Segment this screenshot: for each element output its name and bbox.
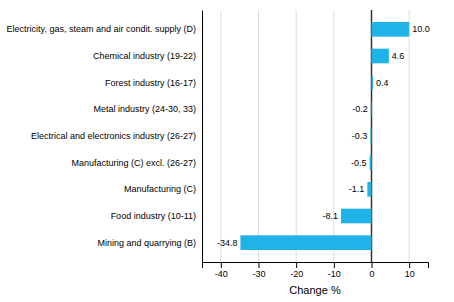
data-labels: -34.8 -8.1 -1.1 -0.5 -0.3 -0.2 0.4 4.6 10.0 xyxy=(217,24,430,247)
x-tick-mark xyxy=(409,262,410,268)
category-label: Manufacturing (C) xyxy=(124,184,196,194)
category-label: Mining and quarrying (B) xyxy=(97,238,196,248)
category-label: Metal industry (24-30, 33) xyxy=(93,104,196,114)
grid-line xyxy=(409,10,410,262)
category-label: Forest industry (16-17) xyxy=(105,78,196,88)
bar xyxy=(370,155,372,170)
x-tick-mark xyxy=(296,262,297,268)
category-label: Manufacturing (C) excl. (26-27) xyxy=(71,158,196,168)
category-label: Chemical industry (19-22) xyxy=(93,51,196,61)
category-label: Electricity, gas, steam and air condit. … xyxy=(7,24,196,34)
chart-svg: -40 -30 -20 -10 0 10 Mining and quarrying (B) F… xyxy=(0,0,454,302)
x-tick-mark xyxy=(372,262,373,268)
x-axis-line xyxy=(203,263,429,269)
x-tick-mark xyxy=(221,262,222,268)
y-axis: Mining and quarrying (B) Food industry (1… xyxy=(7,11,203,263)
data-label: 4.6 xyxy=(392,51,405,61)
grid-line xyxy=(220,10,221,262)
x-tick-mark xyxy=(334,262,335,268)
plot: -40 -30 -20 -10 0 10 Mining and quarrying (B) F… xyxy=(7,10,430,279)
data-label: 10.0 xyxy=(412,24,430,34)
grid-line xyxy=(333,10,334,262)
y-tick: Forest industry (16-17) xyxy=(105,78,202,88)
grid xyxy=(221,10,409,262)
bars xyxy=(240,22,409,250)
y-tick: Mining and quarrying (B) xyxy=(97,238,202,248)
x-tick-label: -30 xyxy=(252,269,265,279)
chart-container: -40 -30 -20 -10 0 10 Mining and quarrying (B) F… xyxy=(0,0,454,302)
y-tick: Metal industry (24-30, 33) xyxy=(93,104,202,114)
bar xyxy=(240,235,371,250)
bar xyxy=(372,22,410,37)
category-label: Food industry (10-11) xyxy=(111,211,196,221)
data-label: 0.4 xyxy=(376,78,389,88)
y-tick: Manufacturing (C) xyxy=(124,184,202,194)
bar xyxy=(372,75,374,90)
data-label: -1.1 xyxy=(349,184,365,194)
bar xyxy=(341,209,372,224)
x-tick-label: -20 xyxy=(290,269,303,279)
x-tick-label: 10 xyxy=(405,269,415,279)
y-tick: Food industry (10-11) xyxy=(111,211,202,221)
y-tick: Chemical industry (19-22) xyxy=(93,51,202,61)
x-tick: -20 xyxy=(290,262,303,279)
x-tick-label: -40 xyxy=(215,269,228,279)
grid-line xyxy=(371,10,373,262)
data-label: -0.2 xyxy=(352,104,368,114)
x-tick-label: -10 xyxy=(328,269,341,279)
y-tick: Electrical and electronics industry (26-… xyxy=(31,131,202,141)
data-label: -0.5 xyxy=(351,158,367,168)
bar xyxy=(370,102,372,117)
y-tick: Electricity, gas, steam and air condit. … xyxy=(7,24,202,34)
bar xyxy=(372,49,389,64)
data-label: -0.3 xyxy=(352,131,368,141)
data-label: -8.1 xyxy=(322,211,338,221)
x-tick: -30 xyxy=(252,262,265,279)
x-axis: -40 -30 -20 -10 0 10 xyxy=(203,262,429,279)
category-label: Electrical and electronics industry (26-… xyxy=(31,131,196,141)
x-tick: 0 xyxy=(369,262,374,279)
bar xyxy=(370,129,371,144)
x-tick: -10 xyxy=(328,262,341,279)
x-tick: -40 xyxy=(215,262,228,279)
x-tick: 10 xyxy=(405,262,415,279)
x-axis-title: Change % xyxy=(289,284,341,296)
y-tick: Manufacturing (C) excl. (26-27) xyxy=(71,158,202,168)
x-tick-mark xyxy=(259,262,260,268)
x-tick-label: 0 xyxy=(369,269,374,279)
y-axis-line xyxy=(202,11,203,263)
data-label: -34.8 xyxy=(217,238,238,248)
grid-line xyxy=(296,10,297,262)
bar xyxy=(367,182,371,197)
grid-line xyxy=(258,10,259,262)
